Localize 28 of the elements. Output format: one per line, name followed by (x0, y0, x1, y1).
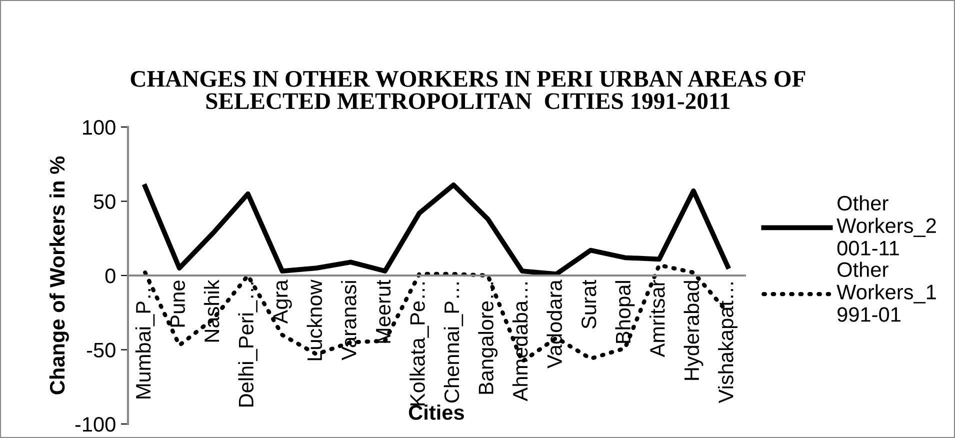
x-tick-label: Varanasi (341, 281, 356, 360)
x-tick-label: Kolkata_Pe… (410, 282, 429, 406)
x-tick-label: Bhopal (615, 281, 635, 343)
x-axis-title: Cities (408, 404, 464, 420)
x-tick-label: Pune (170, 280, 185, 327)
x-tick-label: Ahmedaba… (512, 282, 528, 402)
line-series (142, 182, 730, 276)
legend-label: Other Workers_2001-11 (836, 195, 936, 256)
chart-title: CHANGES IN OTHER WORKERS IN PERI URBAN AREAS OF SELECTED METROPOLITAN CITIES 1991-2011 (130, 70, 806, 110)
x-tick-label: Chennai_P… (444, 282, 464, 403)
x-tick-label: Amritsar (650, 280, 665, 358)
x-tick-label: Agra (273, 280, 292, 324)
y-tick-label: -50 (86, 342, 116, 358)
x-tick-label: Vishakapat… (718, 282, 738, 404)
x-tick-label: Lucknow (306, 280, 322, 360)
x-tick-label: Vadodara (546, 280, 562, 368)
x-tick-label: Surat (582, 280, 596, 329)
x-tick-label: Bangalore… (478, 282, 498, 394)
x-tick-label: Delhi_Peri_… (238, 282, 258, 406)
y-tick-label: 0 (105, 268, 116, 284)
x-tick-label: Hyderabad (684, 281, 704, 380)
legend-label: Other Workers_1991-01 (836, 262, 936, 322)
y-tick-label: 100 (82, 120, 116, 135)
x-tick-label: Mumbai_P… (135, 282, 155, 398)
y-axis-title: Change of Workers in % (49, 156, 69, 394)
y-tick-label: -100 (75, 416, 116, 432)
x-tick-label: Nashik (204, 280, 220, 342)
y-tick-label: 50 (94, 194, 116, 210)
